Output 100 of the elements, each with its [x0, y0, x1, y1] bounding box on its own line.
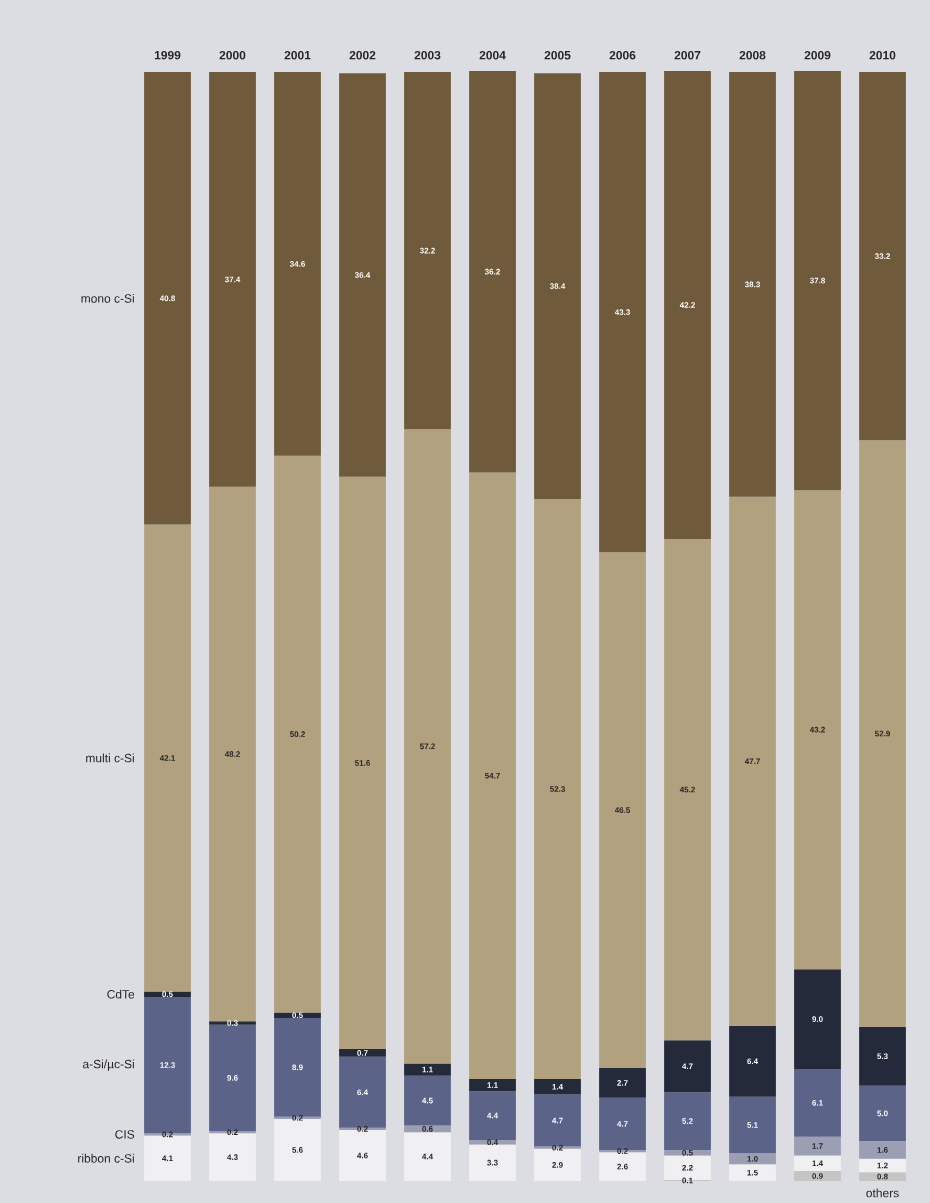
data-label: 6.4: [747, 1058, 759, 1065]
bar: [794, 1136, 841, 1156]
bar: [144, 991, 191, 997]
data-label: 0.2: [162, 1131, 173, 1138]
data-label: 1.0: [747, 1155, 758, 1162]
data-label: 0.1: [682, 1177, 693, 1184]
bar: [664, 1040, 711, 1093]
data-label: 45.2: [679, 786, 695, 793]
data-label: 5.3: [877, 1053, 888, 1060]
bar: [794, 1155, 841, 1172]
data-label: 8.9: [292, 1064, 303, 1071]
data-label: 34.6: [289, 261, 305, 267]
data-label: 40.8: [159, 295, 176, 302]
bar: [274, 1012, 321, 1018]
bar: [469, 1078, 516, 1092]
bar: [339, 1056, 386, 1128]
data-label: 0.2: [552, 1144, 563, 1151]
bar: [729, 1164, 776, 1181]
data-label: 0.6: [422, 1126, 433, 1132]
data-label: 52.9: [874, 730, 890, 737]
bar: [209, 486, 256, 1022]
data-label: 5.1: [747, 1122, 758, 1128]
data-label: 0.3: [227, 1020, 238, 1026]
bar: [469, 1091, 516, 1140]
data-label: 2.9: [552, 1162, 563, 1168]
bar: [794, 1069, 841, 1137]
bar: [729, 72, 776, 497]
data-label: 0.8: [877, 1173, 888, 1180]
x-tick-label: 2000: [219, 50, 246, 60]
data-label: 42.1: [159, 755, 176, 761]
data-label: 1.1: [422, 1066, 433, 1073]
bar: [404, 1075, 451, 1126]
data-label: 57.2: [419, 743, 435, 750]
data-label: 38.3: [744, 281, 760, 288]
bar: [859, 1158, 906, 1173]
data-label: 4.4: [487, 1112, 499, 1119]
bar: [859, 1141, 906, 1159]
bar: [599, 1097, 646, 1150]
data-label: 5.0: [877, 1110, 888, 1117]
bar: [664, 538, 711, 1041]
bar: [404, 1063, 451, 1076]
series-label: CIS: [115, 1130, 135, 1139]
bar: [144, 1133, 191, 1136]
bar: [209, 1133, 256, 1181]
data-label: 4.6: [357, 1152, 368, 1159]
data-label: 12.3: [160, 1062, 175, 1068]
series-label: a-Si/µc-Si: [82, 1059, 134, 1071]
bar: [469, 472, 516, 1079]
bar: [274, 72, 321, 456]
bar: [339, 476, 386, 1050]
bar: [794, 490, 841, 970]
data-label: 47.7: [744, 758, 760, 765]
data-label: 0.5: [682, 1149, 693, 1156]
bar: [339, 73, 386, 477]
data-label: 0.4: [487, 1139, 499, 1146]
series-label: multi c-Si: [86, 753, 134, 763]
x-tick-label: 2007: [674, 50, 701, 60]
data-label: 4.4: [422, 1153, 434, 1160]
x-tick-label: 2009: [804, 50, 831, 60]
data-label: 43.3: [614, 309, 630, 316]
data-label: 51.6: [354, 760, 370, 766]
data-label: 4.1: [162, 1155, 173, 1162]
data-label: 43.2: [809, 726, 825, 733]
series-label: ribbon c-Si: [78, 1153, 134, 1163]
x-tick-label: 2003: [414, 50, 441, 60]
bar: [859, 1026, 906, 1086]
data-label: 48.2: [224, 751, 240, 757]
data-label: 33.2: [874, 253, 890, 260]
bar: [404, 1132, 451, 1181]
bar: [599, 72, 646, 553]
data-label: 32.2: [419, 247, 435, 254]
bar: [209, 1021, 256, 1025]
x-tick-label: 2005: [544, 50, 571, 60]
bar: [599, 552, 646, 1068]
data-label: 1.7: [812, 1143, 823, 1149]
bar: [599, 1067, 646, 1098]
data-label: 0.5: [162, 991, 173, 997]
data-label: 2.7: [617, 1080, 628, 1086]
bar: [274, 1017, 321, 1117]
x-tick-label: 2004: [479, 50, 506, 60]
x-tick-label: 2002: [349, 50, 376, 60]
data-label: 0.5: [292, 1012, 303, 1019]
bar: [794, 969, 841, 1069]
data-label: 1.4: [552, 1083, 564, 1090]
bar: [404, 72, 451, 430]
data-label: 4.7: [682, 1063, 693, 1069]
bar: [144, 72, 191, 525]
data-label: 54.7: [484, 772, 500, 779]
data-label: 2.2: [682, 1164, 693, 1171]
x-tick-label: 2010: [869, 50, 896, 60]
bar: [664, 1092, 711, 1150]
bar: [469, 71, 516, 473]
data-label: 2.6: [617, 1163, 628, 1170]
data-label: 46.5: [614, 807, 631, 813]
data-label: 1.4: [812, 1160, 824, 1167]
bar: [144, 524, 191, 992]
data-label: 1.5: [747, 1169, 758, 1176]
bar: [729, 1096, 776, 1154]
data-label: 0.2: [227, 1129, 238, 1136]
bar: [859, 1085, 906, 1142]
